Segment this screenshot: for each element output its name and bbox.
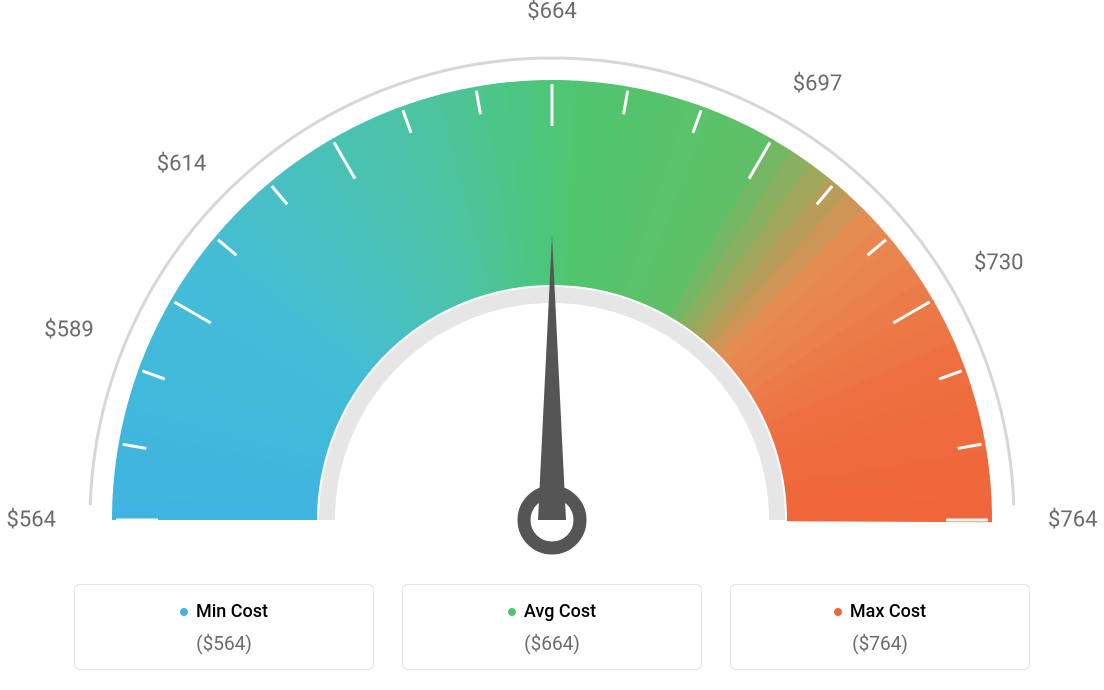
gauge-tick-label: $589 <box>44 318 93 343</box>
gauge-svg <box>32 20 1072 580</box>
legend-title-avg: Avg Cost <box>508 601 596 622</box>
gauge-tick-label: $614 <box>157 152 206 177</box>
legend-card-avg: Avg Cost ($664) <box>402 584 702 671</box>
legend-value-avg: ($664) <box>403 632 701 655</box>
gauge-tick-label: $564 <box>7 508 56 533</box>
dot-icon <box>508 608 516 616</box>
dot-icon <box>180 608 188 616</box>
legend-title-min: Min Cost <box>180 601 268 622</box>
legend-title-max: Max Cost <box>834 601 926 622</box>
gauge-tick-label: $730 <box>974 250 1023 275</box>
gauge-tick-label: $697 <box>793 72 842 97</box>
legend-card-max: Max Cost ($764) <box>730 584 1030 671</box>
legend-label: Avg Cost <box>524 601 596 622</box>
legend-card-min: Min Cost ($564) <box>74 584 374 671</box>
legend-row: Min Cost ($564) Avg Cost ($664) Max Cost… <box>0 584 1104 671</box>
gauge-tick-label: $664 <box>527 0 576 24</box>
gauge-chart: $564 $589 $614 $664 $697 $730 $764 <box>0 0 1104 570</box>
gauge-tick-label: $764 <box>1048 508 1097 533</box>
dot-icon <box>834 608 842 616</box>
legend-value-min: ($564) <box>75 632 373 655</box>
legend-label: Min Cost <box>196 601 268 622</box>
legend-label: Max Cost <box>850 601 926 622</box>
legend-value-max: ($764) <box>731 632 1029 655</box>
